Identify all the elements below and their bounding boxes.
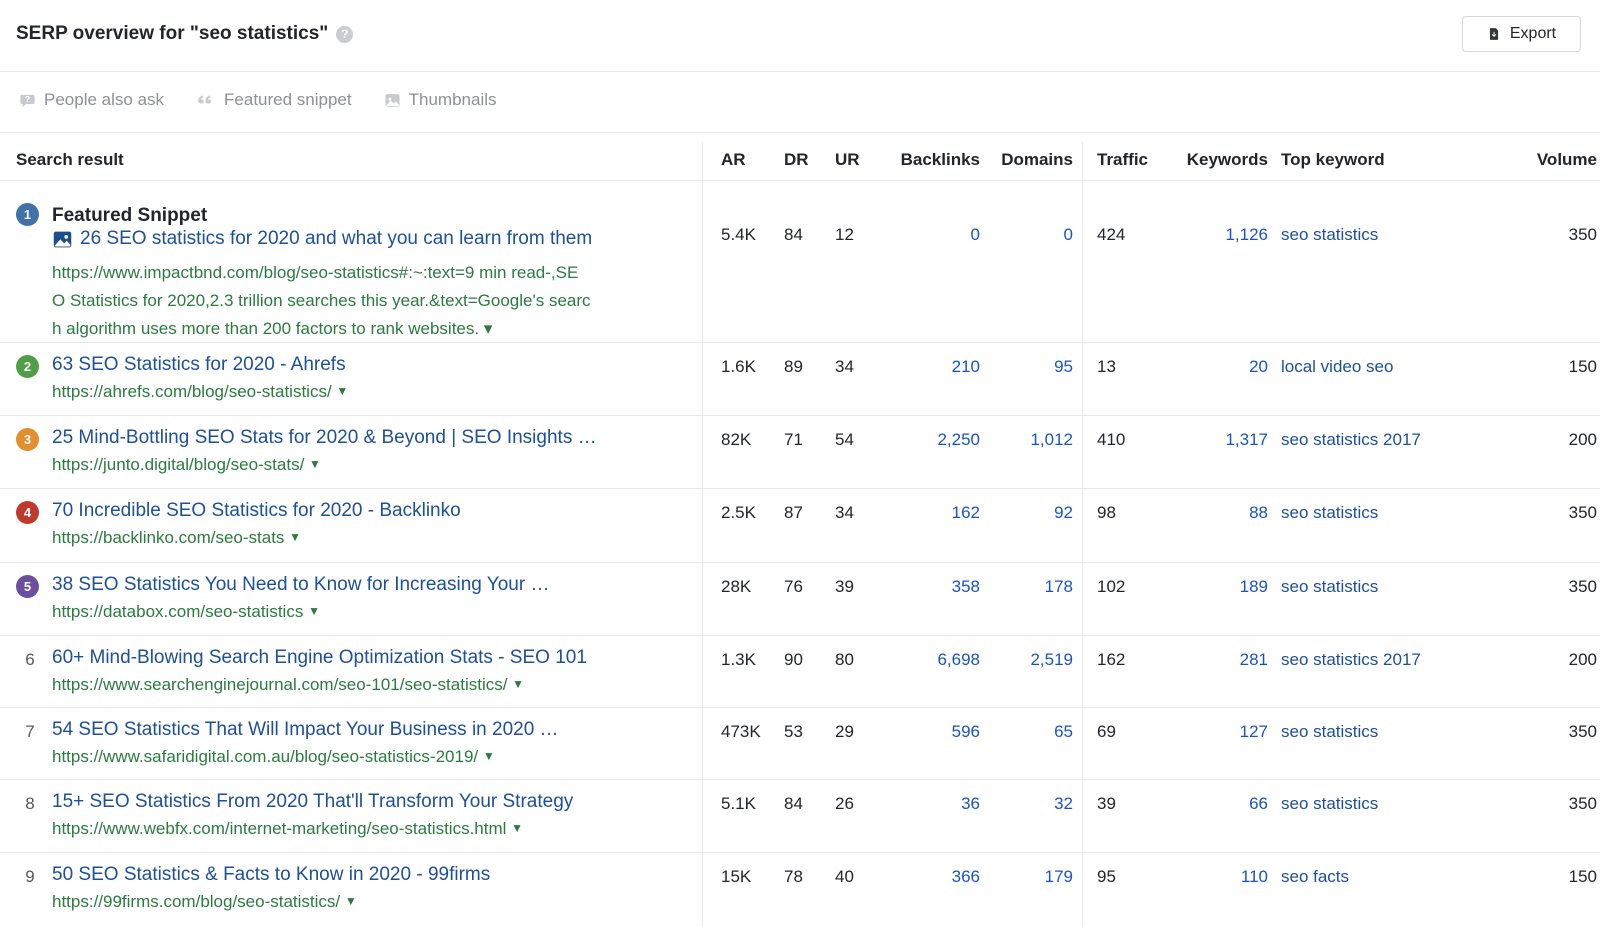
- svg-text:?: ?: [25, 93, 30, 103]
